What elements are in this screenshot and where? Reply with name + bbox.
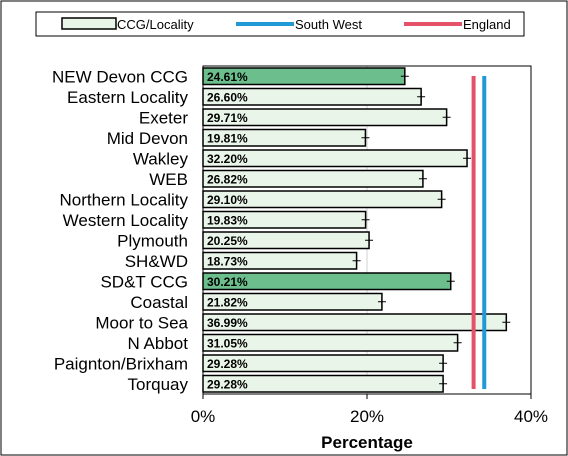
data-label: 29.28% <box>207 357 248 371</box>
x-tick-label: 0% <box>191 407 216 426</box>
category-label: SD&T CCG <box>100 272 188 291</box>
data-label: 19.83% <box>207 213 248 227</box>
data-label: 36.99% <box>207 316 248 330</box>
x-axis-title: Percentage <box>321 433 413 452</box>
category-label: Northern Locality <box>59 190 188 209</box>
data-label: 20.25% <box>207 234 248 248</box>
data-label: 29.71% <box>207 111 248 125</box>
category-label: NEW Devon CCG <box>52 67 188 86</box>
legend-label-ccg: CCG/Locality <box>117 17 194 32</box>
category-label: Exeter <box>139 108 188 127</box>
category-label: Torquay <box>128 375 189 394</box>
data-label: 29.28% <box>207 377 248 391</box>
category-label: Wakley <box>133 149 189 168</box>
category-label: Moor to Sea <box>95 313 188 332</box>
category-label: SH&WD <box>125 252 188 271</box>
data-label: 31.05% <box>207 336 248 350</box>
data-label: 19.81% <box>207 131 248 145</box>
category-label: Western Locality <box>63 211 189 230</box>
category-label: Mid Devon <box>107 129 188 148</box>
bars <box>202 67 508 393</box>
category-label: WEB <box>149 170 188 189</box>
bar <box>202 313 508 332</box>
data-labels: 24.61% 26.60% 29.71% 19.81% 32.20% 26.82% 29.1… <box>207 70 248 392</box>
legend-swatch-ccg <box>61 17 117 30</box>
data-label: 26.82% <box>207 172 248 186</box>
reference-lines <box>471 76 487 389</box>
legend-label-south-west: South West <box>295 17 362 32</box>
data-label: 26.60% <box>207 90 248 104</box>
data-label: 30.21% <box>207 275 248 289</box>
category-label: Eastern Locality <box>67 88 188 107</box>
data-label: 24.61% <box>207 70 248 84</box>
x-tick-label: 40% <box>514 407 548 426</box>
category-label: Coastal <box>130 293 188 312</box>
legend: CCG/Locality South West England <box>35 11 525 37</box>
error-bars <box>352 71 511 389</box>
legend-label-england: England <box>463 17 511 32</box>
data-label: 18.73% <box>207 254 248 268</box>
data-label: 29.10% <box>207 193 248 207</box>
category-label: Plymouth <box>117 231 188 250</box>
category-label: Paignton/Brixham <box>54 354 188 373</box>
data-label: 21.82% <box>207 295 248 309</box>
category-label: N Abbot <box>128 334 189 353</box>
data-label: 32.20% <box>207 152 248 166</box>
x-axis-ticks: 0% 20% 40% <box>191 394 548 426</box>
x-tick-label: 20% <box>350 407 384 426</box>
